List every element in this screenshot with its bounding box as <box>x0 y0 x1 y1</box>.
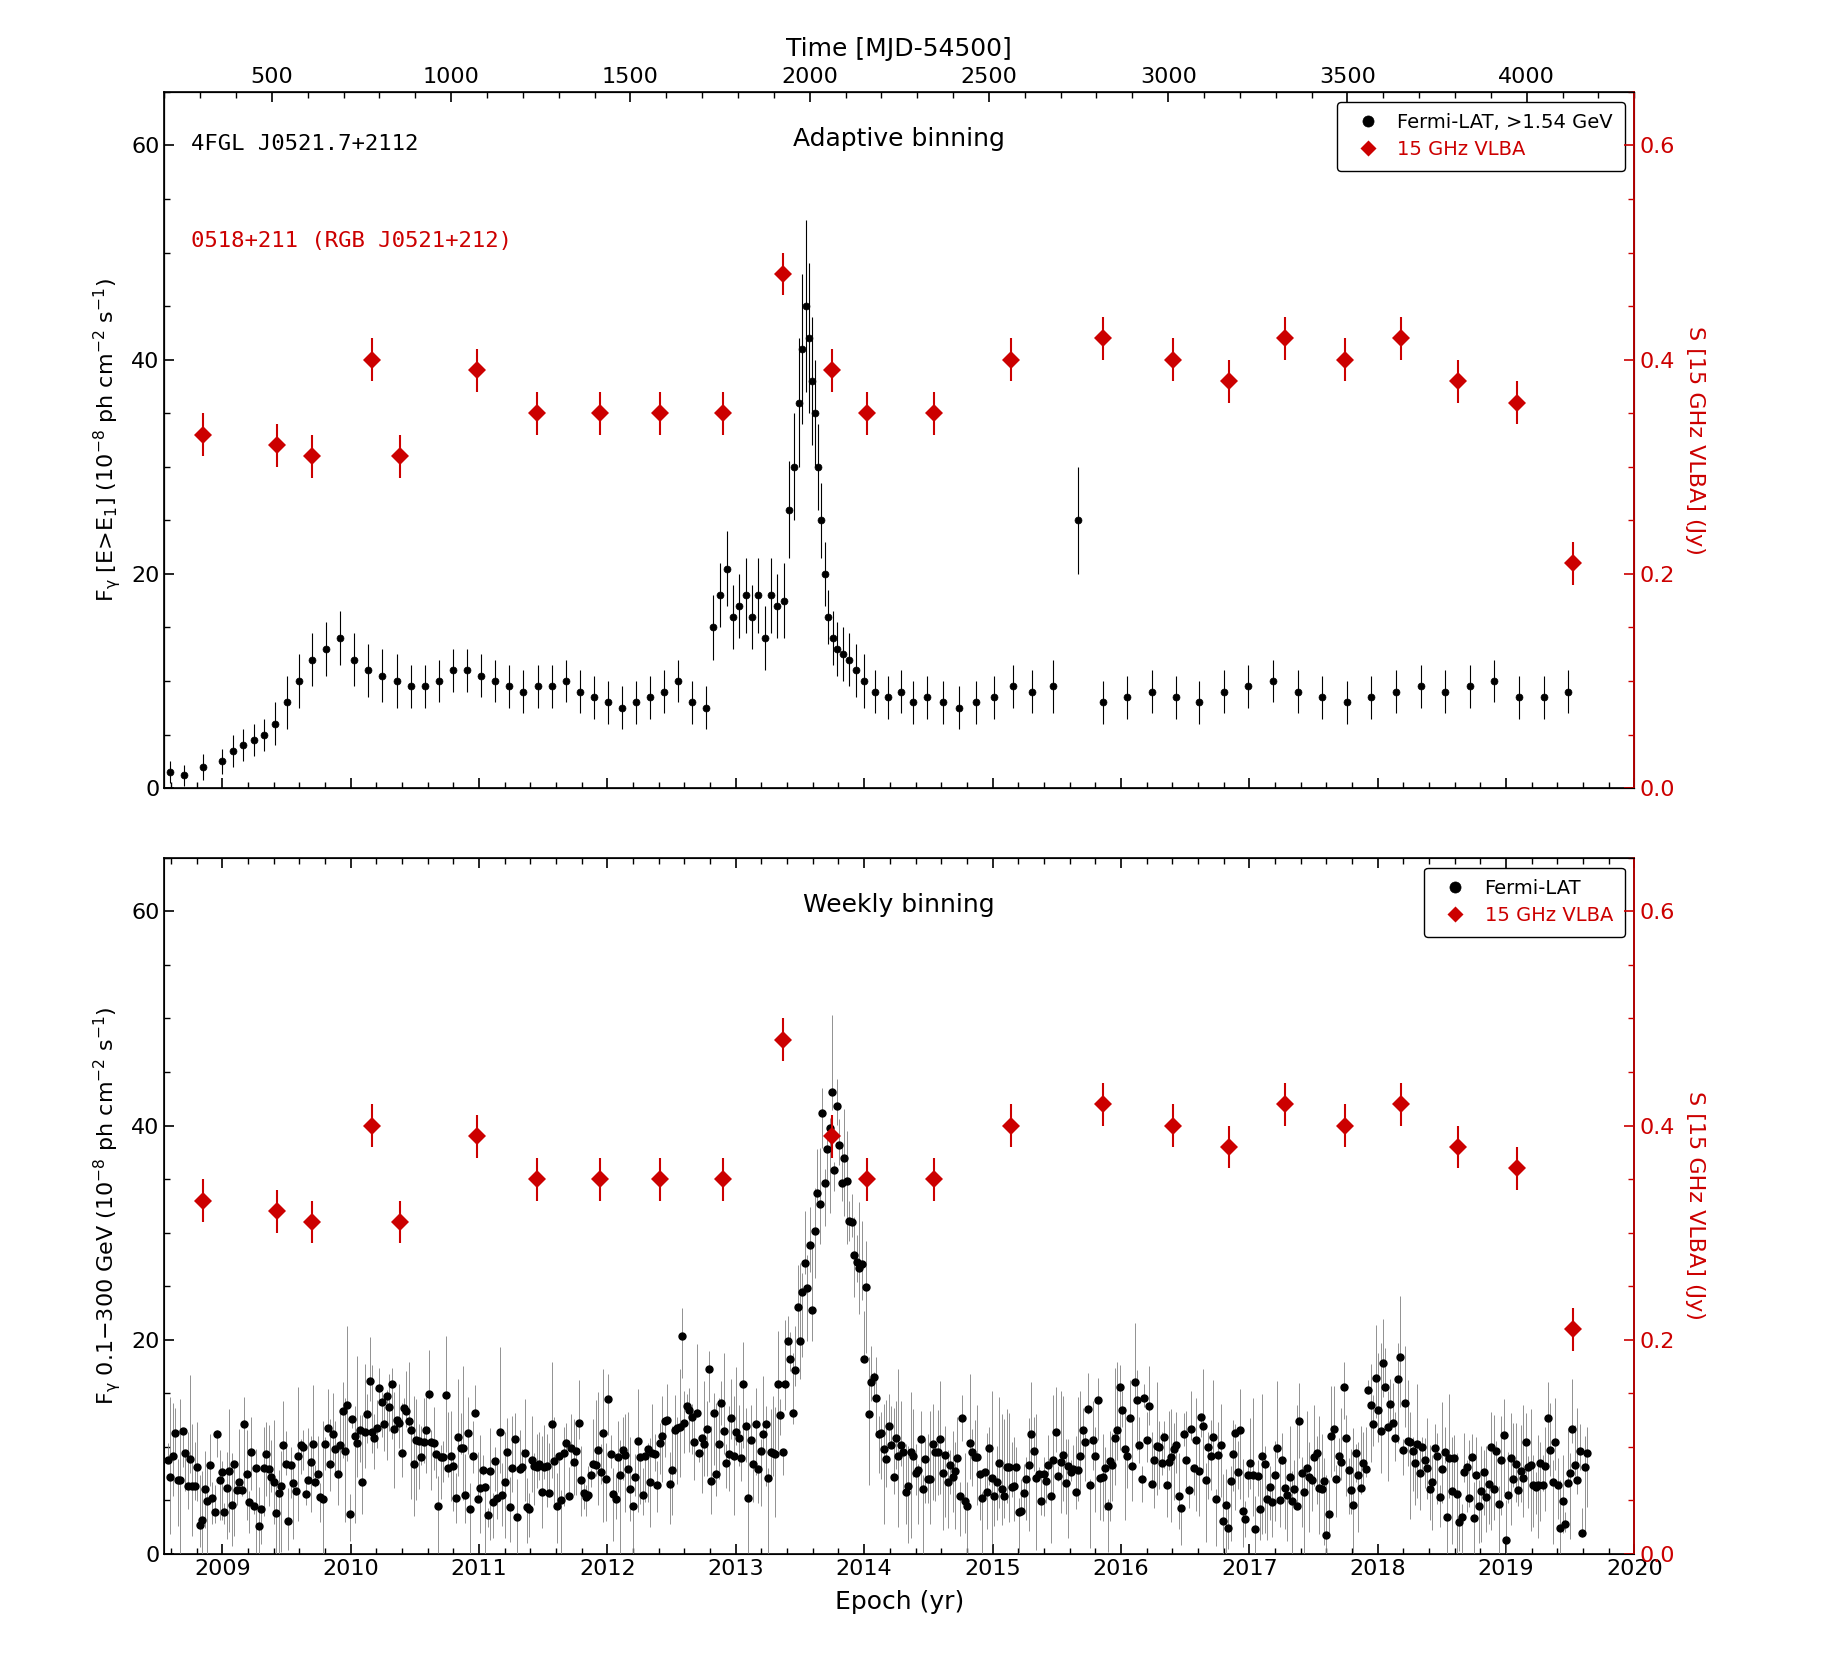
Text: Adaptive binning: Adaptive binning <box>792 127 1006 150</box>
Y-axis label: S [15 GHz VLBA] (Jy): S [15 GHz VLBA] (Jy) <box>1685 326 1705 555</box>
Text: 4FGL J0521.7+2112: 4FGL J0521.7+2112 <box>190 134 418 154</box>
X-axis label: Time [MJD-54500]: Time [MJD-54500] <box>787 37 1012 60</box>
Text: Weekly binning: Weekly binning <box>803 892 995 917</box>
X-axis label: Epoch (yr): Epoch (yr) <box>834 1591 964 1614</box>
Text: 0518+211 (RGB J0521+212): 0518+211 (RGB J0521+212) <box>190 231 511 251</box>
Legend: Fermi-LAT, 15 GHz VLBA: Fermi-LAT, 15 GHz VLBA <box>1424 867 1625 937</box>
Y-axis label: S [15 GHz VLBA] (Jy): S [15 GHz VLBA] (Jy) <box>1685 1091 1705 1320</box>
Y-axis label: F$_\mathregular{\gamma}$ [E>E$_\mathregular{1}$] (10$^{-8}$ ph cm$^{-2}$ s$^{-1}: F$_\mathregular{\gamma}$ [E>E$_\mathregu… <box>91 277 122 602</box>
Y-axis label: F$_\mathregular{\gamma}$ 0.1$-$300 GeV (10$^{-8}$ ph cm$^{-2}$ s$^{-1}$): F$_\mathregular{\gamma}$ 0.1$-$300 GeV (… <box>91 1006 122 1405</box>
Legend: Fermi-LAT, >1.54 GeV, 15 GHz VLBA: Fermi-LAT, >1.54 GeV, 15 GHz VLBA <box>1337 102 1625 170</box>
